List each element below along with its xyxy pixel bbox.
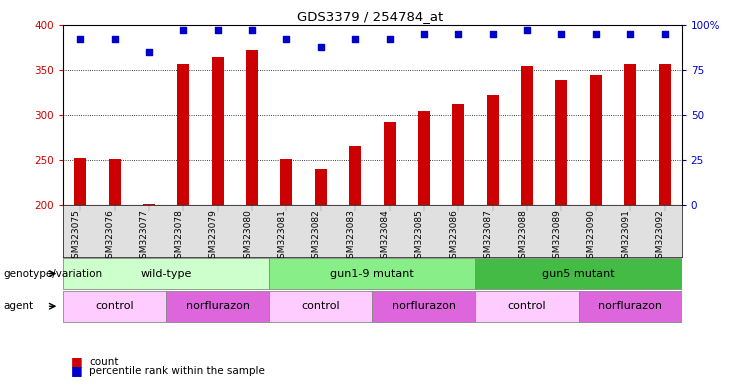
Text: GSM323084: GSM323084 xyxy=(381,210,390,264)
Text: GSM323087: GSM323087 xyxy=(484,210,493,265)
Bar xyxy=(315,169,327,205)
Bar xyxy=(280,159,293,205)
Bar xyxy=(624,64,637,205)
Bar xyxy=(579,291,682,322)
Point xyxy=(452,31,464,37)
Text: GSM323079: GSM323079 xyxy=(209,210,218,265)
Text: GSM323090: GSM323090 xyxy=(587,210,596,265)
Text: genotype/variation: genotype/variation xyxy=(4,268,103,279)
Text: GSM323086: GSM323086 xyxy=(449,210,458,265)
Point xyxy=(177,27,189,33)
Bar xyxy=(590,76,602,205)
Text: percentile rank within the sample: percentile rank within the sample xyxy=(89,366,265,376)
Point xyxy=(487,31,499,37)
Point xyxy=(349,36,361,43)
Text: gun1-9 mutant: gun1-9 mutant xyxy=(330,268,414,279)
Point xyxy=(143,49,155,55)
Text: GSM323075: GSM323075 xyxy=(71,210,80,265)
Point xyxy=(246,27,258,33)
Bar xyxy=(63,291,166,322)
Bar xyxy=(556,80,568,205)
Point xyxy=(556,31,568,37)
Point xyxy=(109,36,121,43)
Bar xyxy=(212,56,224,205)
Point xyxy=(74,36,86,43)
Bar xyxy=(476,291,579,322)
Point xyxy=(590,31,602,37)
Text: ■: ■ xyxy=(70,364,82,377)
Text: GSM323078: GSM323078 xyxy=(174,210,183,265)
Text: GSM323091: GSM323091 xyxy=(621,210,630,265)
Text: GSM323092: GSM323092 xyxy=(656,210,665,264)
Bar xyxy=(246,50,258,205)
Bar xyxy=(166,291,269,322)
Bar xyxy=(521,66,533,205)
Text: GSM323077: GSM323077 xyxy=(140,210,149,265)
Text: GSM323081: GSM323081 xyxy=(277,210,287,265)
Bar xyxy=(384,122,396,205)
Text: gun5 mutant: gun5 mutant xyxy=(542,268,615,279)
Bar xyxy=(659,64,671,205)
Text: norflurazon: norflurazon xyxy=(186,301,250,311)
Bar xyxy=(487,95,499,205)
Text: norflurazon: norflurazon xyxy=(598,301,662,311)
Text: GSM323088: GSM323088 xyxy=(518,210,527,265)
Bar xyxy=(373,291,476,322)
Text: GSM323083: GSM323083 xyxy=(346,210,355,265)
Point xyxy=(624,31,636,37)
Text: control: control xyxy=(96,301,134,311)
Point xyxy=(281,36,293,43)
Text: control: control xyxy=(302,301,340,311)
Bar xyxy=(452,104,465,205)
Text: norflurazon: norflurazon xyxy=(392,301,456,311)
Text: GDS3379 / 254784_at: GDS3379 / 254784_at xyxy=(297,10,444,23)
Point xyxy=(659,31,671,37)
Bar xyxy=(177,64,189,205)
Bar xyxy=(476,258,682,289)
Point xyxy=(418,31,430,37)
Text: GSM323080: GSM323080 xyxy=(243,210,252,265)
Bar xyxy=(74,157,86,205)
Point xyxy=(212,27,224,33)
Text: GSM323089: GSM323089 xyxy=(552,210,562,265)
Bar xyxy=(63,258,269,289)
Text: count: count xyxy=(89,357,119,367)
Point xyxy=(521,27,533,33)
Point xyxy=(384,36,396,43)
Text: GSM323085: GSM323085 xyxy=(415,210,424,265)
Bar xyxy=(108,159,121,205)
Bar xyxy=(269,291,373,322)
Point xyxy=(315,43,327,50)
Text: GSM323082: GSM323082 xyxy=(312,210,321,264)
Bar xyxy=(418,111,430,205)
Text: wild-type: wild-type xyxy=(141,268,192,279)
Text: control: control xyxy=(508,301,546,311)
Bar xyxy=(349,146,361,205)
Text: ■: ■ xyxy=(70,355,82,368)
Text: agent: agent xyxy=(4,301,34,311)
Bar xyxy=(269,258,476,289)
Text: GSM323076: GSM323076 xyxy=(105,210,115,265)
Bar xyxy=(143,204,155,205)
